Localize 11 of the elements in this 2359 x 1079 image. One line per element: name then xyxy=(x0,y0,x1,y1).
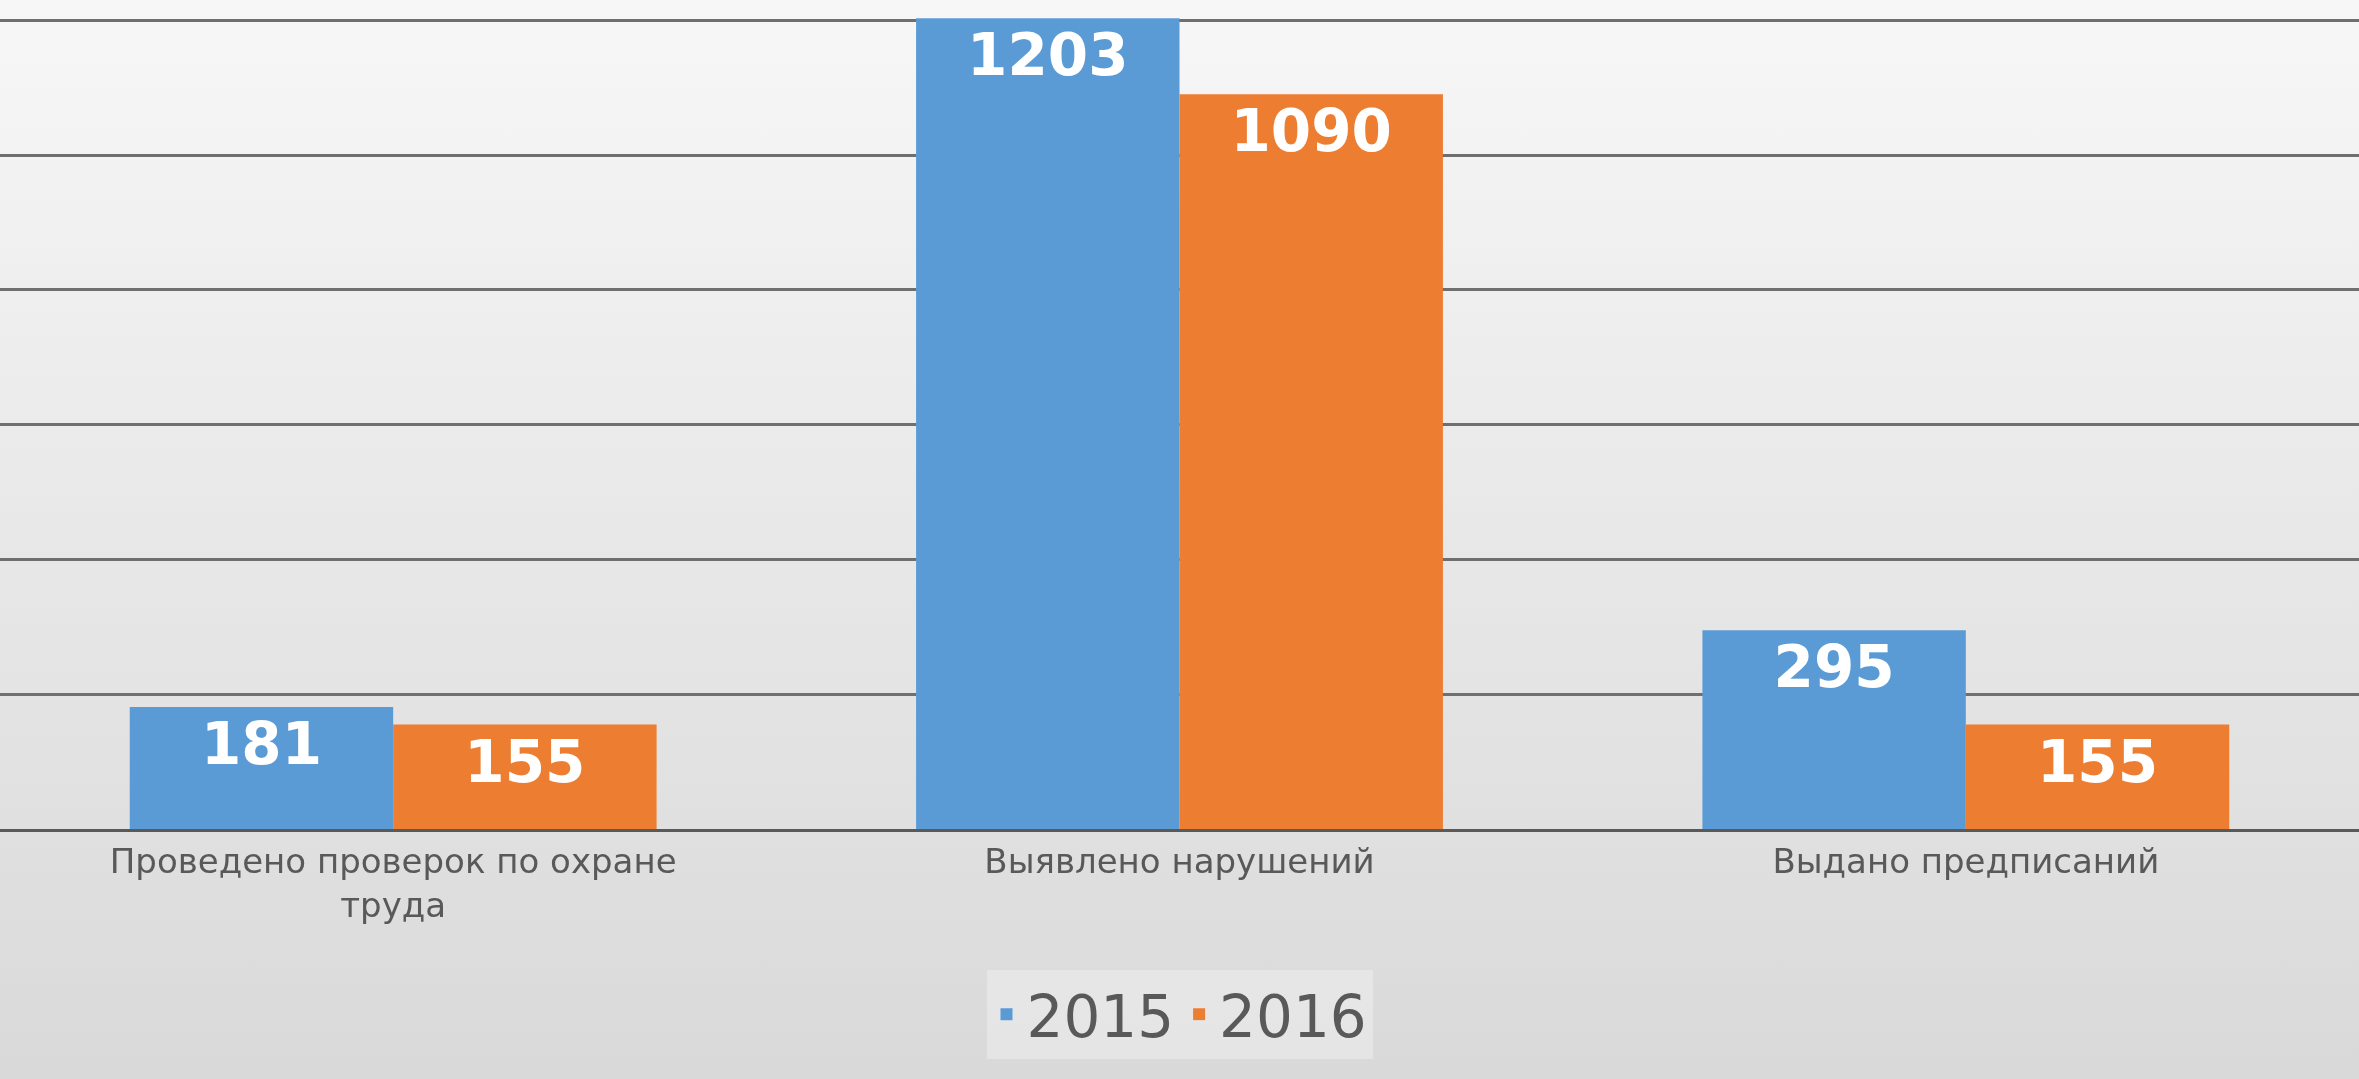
data-label: 1203 xyxy=(967,21,1129,90)
data-label: 1090 xyxy=(1230,97,1392,166)
data-label: 181 xyxy=(200,710,322,779)
x-tick-label: Выявлено нарушений xyxy=(984,840,1375,881)
legend-label: 2016 xyxy=(1219,982,1367,1051)
data-label: 295 xyxy=(1773,633,1895,702)
x-tick-label: Проведено проверок по охране труда xyxy=(109,840,677,925)
data-label: 155 xyxy=(464,727,586,796)
data-label: 155 xyxy=(2037,727,2159,796)
x-tick-label: Выдано предписаний xyxy=(1772,840,2160,881)
legend-label: 2015 xyxy=(1026,982,1175,1051)
